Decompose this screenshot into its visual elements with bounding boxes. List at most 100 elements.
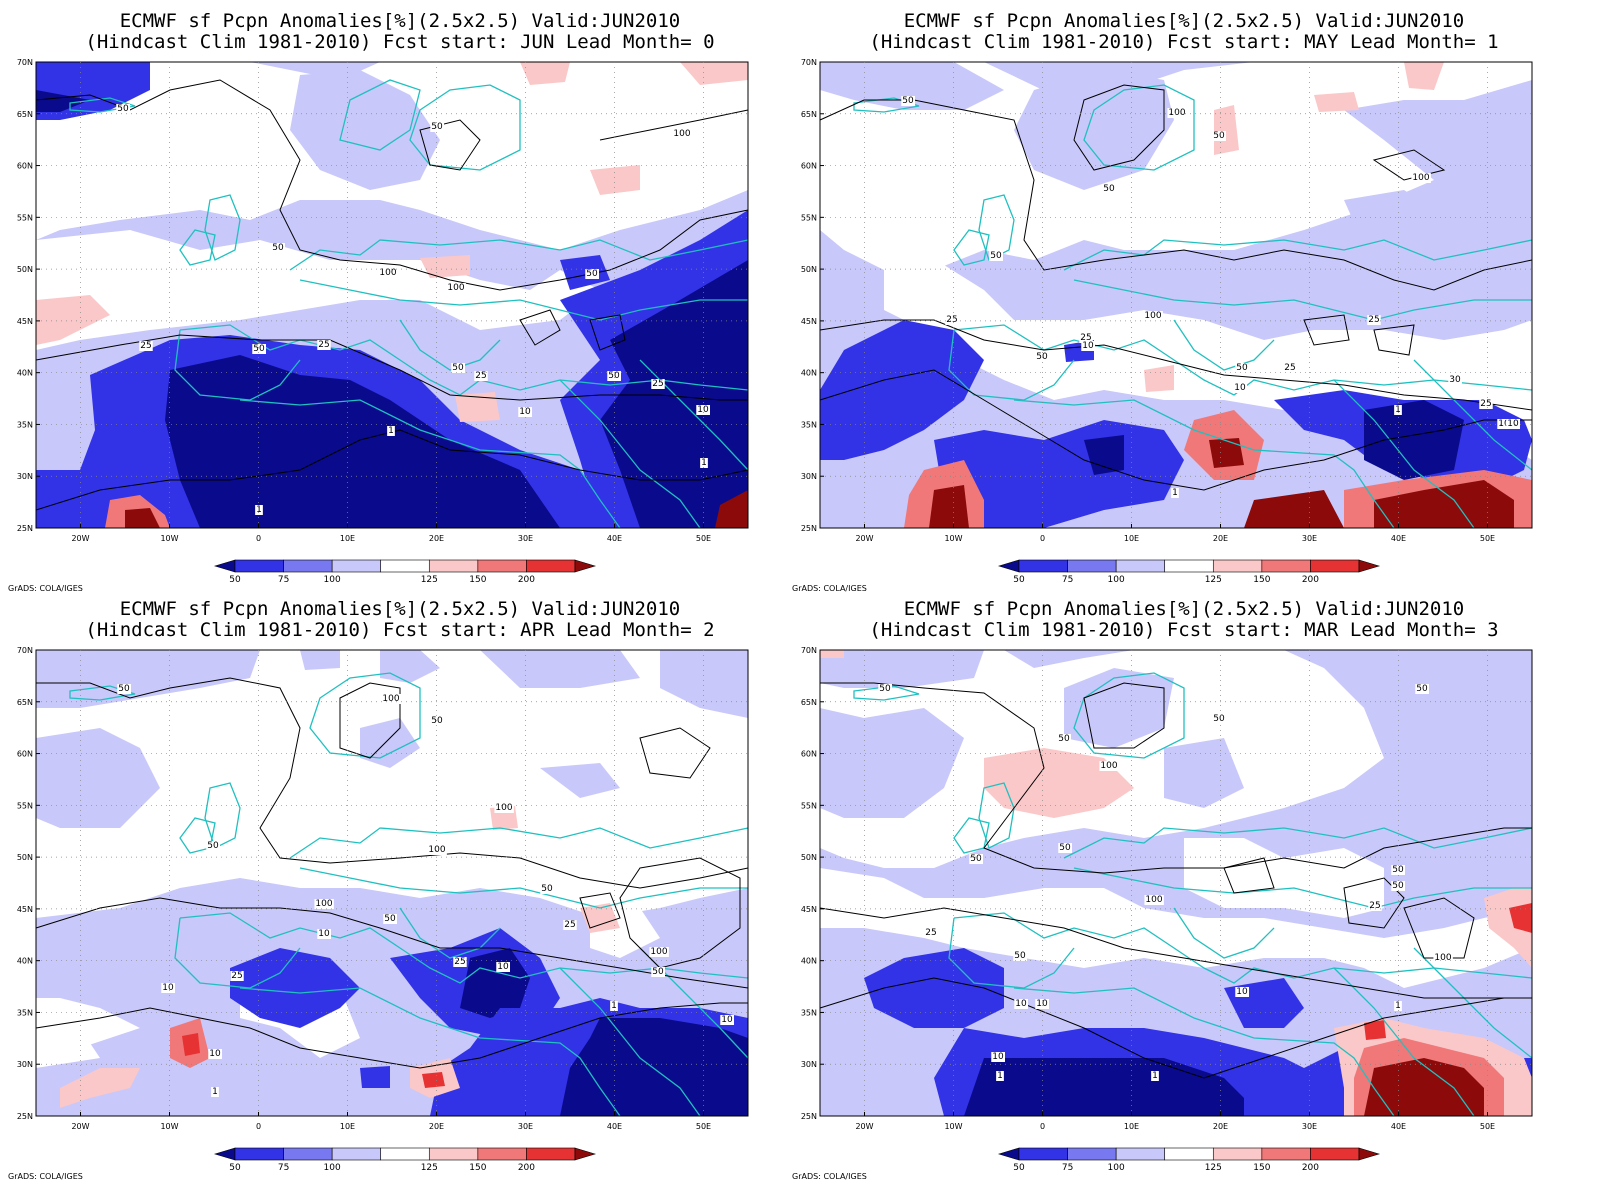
lat-tick-label: 35N <box>801 1008 817 1017</box>
contour-label-box <box>451 363 465 373</box>
contour-label-box <box>1035 999 1049 1009</box>
contour-label-box <box>1081 341 1095 351</box>
contour-label-box <box>1235 987 1249 997</box>
contour-label-box <box>453 957 467 967</box>
contour-label-box <box>1283 363 1297 373</box>
contour-label: 50 <box>990 251 1002 261</box>
contour-label-box <box>1102 184 1116 194</box>
shading-layer <box>820 62 1532 528</box>
lat-tick-label: 30N <box>801 472 817 481</box>
colorbar-swatch <box>1115 1147 1166 1161</box>
contour-label-box <box>1079 333 1093 343</box>
colorbar-label: 50 <box>1013 575 1025 585</box>
lon-tick-label: 30E <box>1302 534 1317 543</box>
contour-label: 1 <box>1395 405 1401 415</box>
lat-tick-label: 25N <box>801 524 817 533</box>
contour-label-box <box>206 841 220 851</box>
lon-tick-label: 20E <box>1213 1122 1228 1131</box>
contour-label: 50 <box>431 122 443 132</box>
contour-label: 10 <box>1036 999 1048 1009</box>
contour-label-box <box>208 1049 222 1059</box>
colorbar-swatch <box>1212 1147 1263 1161</box>
colorbar-swatch <box>1067 559 1117 573</box>
colorbar-label: 125 <box>421 575 438 585</box>
contour-label: 10 <box>1082 341 1094 351</box>
contour-layer <box>35 677 749 1069</box>
lat-tick-label: 45N <box>17 317 33 326</box>
lon-tick-label: 30E <box>1302 1122 1317 1131</box>
contour-label-layer: 50 50 100 50 100 100 50 25 50 25 25 50 5… <box>116 104 710 515</box>
graticule <box>820 650 1532 1116</box>
lon-tick-label: 10E <box>340 1122 355 1131</box>
contour-label: 10 <box>209 1049 221 1059</box>
lat-tick-label: 25N <box>17 1112 33 1121</box>
contour-label-box <box>1235 363 1249 373</box>
contour-label: 10 <box>697 405 709 415</box>
contour-layer <box>819 84 1533 491</box>
contour-label-box <box>649 947 669 957</box>
colorbar-label: 200 <box>518 575 535 585</box>
lon-tick-label: 50E <box>696 534 711 543</box>
colorbar-swatch <box>1018 559 1068 573</box>
contour-label: 10 <box>1236 987 1248 997</box>
colorbar-label: 100 <box>324 575 341 585</box>
lat-tick-label: 25N <box>17 524 33 533</box>
colorbar-swatch <box>428 1147 479 1161</box>
contour-label: 10 <box>1015 999 1027 1009</box>
contour-label: 100 <box>650 947 667 957</box>
lat-tick-label: 35N <box>17 420 33 429</box>
contour-label: 50 <box>1213 714 1225 724</box>
lat-tick-label: 50N <box>801 265 817 274</box>
contour-label-box <box>1171 488 1179 498</box>
contour-label: 100 <box>428 845 445 855</box>
axes: 70N 65N 60N 55N 50N 45N 40N 35N 30N 25N 20W 10W 0 10E… <box>17 58 711 543</box>
contour-label: 50 <box>652 967 664 977</box>
colorbar-arrow-left <box>213 559 236 573</box>
panel-title: ECMWF sf Pcpn Anomalies[%](2.5x2.5) Vali… <box>903 10 1465 32</box>
lon-tick-label: 50E <box>1480 534 1495 543</box>
contour-label-box <box>116 104 130 114</box>
colorbar-label: 75 <box>1062 1163 1073 1173</box>
panel-title: ECMWF sf Pcpn Anomalies[%](2.5x2.5) Vali… <box>119 10 681 32</box>
contour-layer <box>35 79 749 511</box>
contour-label-layer: 50 100 50 50 100 100 50 100 50 10 25 25 … <box>117 684 734 1097</box>
lat-tick-label: 50N <box>17 265 33 274</box>
contour-label-box <box>1448 375 1462 385</box>
colorbar-swatch <box>526 559 576 573</box>
lon-tick-label: 20E <box>429 534 444 543</box>
panel-subtitle: (Hindcast Clim 1981-2010) Fcst start: MA… <box>869 31 1499 53</box>
contour-label: 50 <box>1059 843 1071 853</box>
contour-label: 1 <box>1152 1071 1158 1081</box>
contour-label: 25 <box>1080 333 1091 343</box>
contour-label: 25 <box>318 340 329 350</box>
contour-label: 1 <box>997 1071 1003 1081</box>
contour-label-box <box>518 407 532 417</box>
contour-label-box <box>901 96 915 106</box>
map-panel-lead0: ECMWF sf Pcpn Anomalies[%](2.5x2.5) Vali… <box>0 0 800 600</box>
contour-label-box <box>924 928 938 938</box>
colorbar-swatch <box>1261 1147 1311 1161</box>
graticule <box>36 62 748 528</box>
lat-tick-label: 30N <box>17 1060 33 1069</box>
contour-label: 50 <box>1058 734 1070 744</box>
lat-tick-label: 25N <box>801 1112 817 1121</box>
contour-label-box <box>139 341 153 351</box>
lat-tick-label: 60N <box>801 162 817 171</box>
contour-label-box <box>1415 684 1429 694</box>
contour-layer <box>819 682 1532 1079</box>
anomaly-map: 50 50 100 50 50 50 50 100 25 50 10 10 10… <box>801 646 1533 1173</box>
contour-label-box <box>1058 843 1072 853</box>
contour-label: 10 <box>497 962 509 972</box>
colorbar-swatch <box>1018 1147 1068 1161</box>
contour-label-box <box>494 803 514 813</box>
contour-label-box <box>1479 399 1493 409</box>
lat-tick-label: 70N <box>17 646 33 655</box>
contour-label: 50 <box>118 684 130 694</box>
contour-label-box <box>1391 865 1405 875</box>
contour-label-box <box>1212 714 1226 724</box>
colorbar-swatch <box>1164 1147 1214 1161</box>
lat-tick-label: 40N <box>17 369 33 378</box>
colorbar-label: 75 <box>1062 575 1073 585</box>
lat-tick-label: 60N <box>17 162 33 171</box>
contour-label-box <box>696 405 710 415</box>
